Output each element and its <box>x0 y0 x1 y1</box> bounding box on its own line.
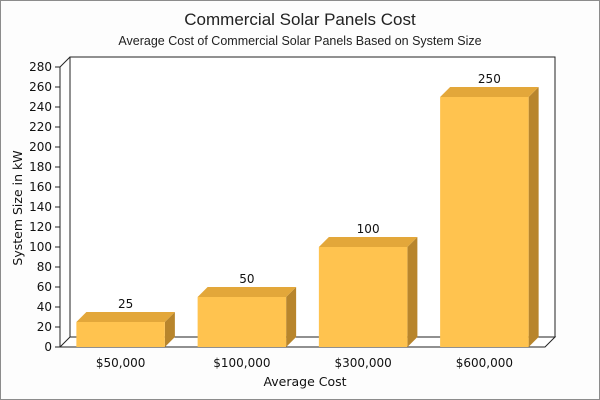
bar-top <box>318 237 418 247</box>
y-tick-label: 220 <box>29 120 52 134</box>
y-tick-label: 180 <box>29 160 52 174</box>
y-axis-title: System Size in kW <box>10 150 25 265</box>
bar-front <box>440 97 529 347</box>
bar-top <box>76 312 175 322</box>
bar <box>197 287 297 347</box>
y-axis-ticks: 0 20 40 60 80 100 120 140 160 180 200 220 240 260 280 <box>29 60 60 354</box>
chart-title: Commercial Solar Panels Cost <box>184 10 416 29</box>
bar-side <box>164 312 175 347</box>
x-axis-tick-labels: $50,000 $100,000 $300,000 $600,000 <box>96 356 513 370</box>
data-label: 50 <box>239 272 254 286</box>
bar-side <box>407 237 418 347</box>
bars <box>76 87 539 347</box>
x-tick-label: $100,000 <box>213 356 270 370</box>
y-tick-label: 40 <box>37 300 52 314</box>
bar-top <box>197 287 297 297</box>
bar <box>440 87 539 347</box>
y-tick-label: 100 <box>29 240 52 254</box>
y-tick-label: 60 <box>37 280 52 294</box>
bar-front <box>197 297 287 347</box>
y-tick-label: 20 <box>37 320 52 334</box>
y-tick-label: 280 <box>29 60 52 74</box>
x-axis-title: Average Cost <box>263 374 346 389</box>
data-label: 100 <box>357 222 380 236</box>
chart-subtitle: Average Cost of Commercial Solar Panels … <box>118 34 481 48</box>
y-tick-label: 140 <box>29 200 52 214</box>
y-axis-top-edge <box>59 56 71 68</box>
y-tick-label: 80 <box>37 260 52 274</box>
y-tick-label: 0 <box>44 340 52 354</box>
bar-top <box>440 87 539 97</box>
data-labels: 25 50 100 250 <box>118 72 501 311</box>
y-tick-label: 120 <box>29 220 52 234</box>
y-tick-label: 200 <box>29 140 52 154</box>
y-tick-label: 160 <box>29 180 52 194</box>
data-label: 250 <box>478 72 501 86</box>
bar <box>318 237 418 347</box>
bar-side <box>528 87 539 347</box>
bar-side <box>286 287 297 347</box>
data-label: 25 <box>118 297 133 311</box>
x-tick-label: $600,000 <box>456 356 513 370</box>
y-tick-label: 240 <box>29 100 52 114</box>
x-tick-label: $50,000 <box>96 356 146 370</box>
bar-front <box>76 322 165 347</box>
bar <box>76 312 175 347</box>
x-tick-label: $300,000 <box>334 356 391 370</box>
bar-front <box>318 247 408 347</box>
y-tick-label: 260 <box>29 80 52 94</box>
